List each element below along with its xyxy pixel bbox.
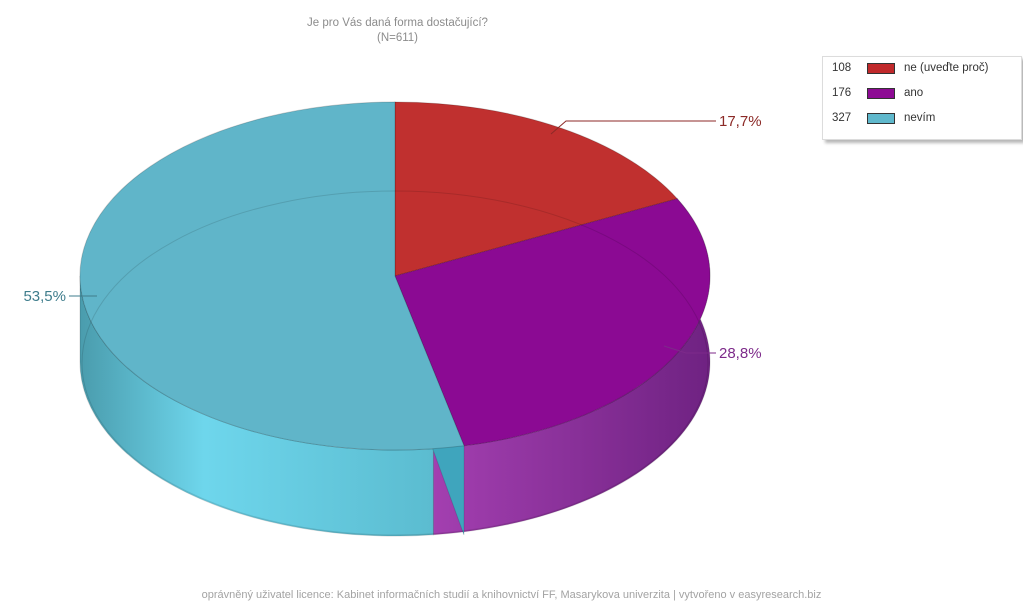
legend-label: nevím bbox=[904, 112, 936, 124]
chart-title-block: Je pro Vás daná forma dostačující? (N=61… bbox=[0, 16, 795, 46]
legend-label: ne (uveďte proč) bbox=[904, 62, 989, 74]
pie-top-ne bbox=[394, 101, 679, 277]
legend-swatch bbox=[867, 88, 895, 99]
legend-swatch bbox=[867, 113, 895, 124]
legend-count: 327 bbox=[832, 112, 852, 124]
pie-top-nevim bbox=[79, 101, 465, 451]
footer-license: oprávněný uživatel licence: Kabinet info… bbox=[201, 589, 822, 601]
leader-line bbox=[663, 345, 716, 354]
legend-label: ano bbox=[904, 87, 924, 99]
chart-subtitle: (N=611) bbox=[376, 32, 418, 44]
pie-inner-ring bbox=[81, 190, 709, 536]
percent-label: 53,5% bbox=[23, 288, 66, 305]
legend-count: 108 bbox=[832, 62, 852, 74]
leader-line bbox=[550, 120, 716, 135]
percent-label: 28,8% bbox=[719, 345, 762, 362]
legend-count: 176 bbox=[832, 87, 852, 99]
percent-label: 17,7% bbox=[719, 113, 762, 130]
legend: 108 ne (uveďte proč) 176 ano 327 nevím bbox=[822, 56, 1022, 140]
chart-title: Je pro Vás daná forma dostačující? bbox=[307, 17, 488, 29]
legend-swatch bbox=[867, 63, 895, 74]
